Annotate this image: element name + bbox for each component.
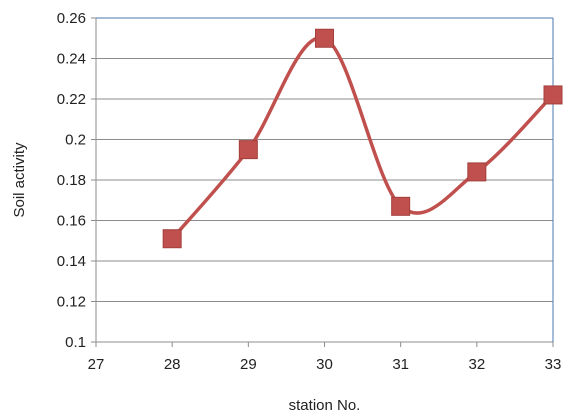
x-tick-label: 29 [240, 356, 257, 373]
y-tick-label: 0.12 [57, 294, 86, 311]
data-point-marker [467, 162, 487, 182]
x-axis-ticks: 27 28 29 30 31 32 33 [88, 356, 562, 373]
y-tick-label: 0.24 [57, 51, 86, 68]
y-axis-title: Soil activity [11, 142, 28, 218]
series-line [170, 35, 555, 241]
markers-group [162, 28, 563, 249]
x-tick-label: 31 [392, 356, 409, 373]
data-point-marker [238, 140, 258, 160]
y-tick-label: 0.26 [57, 10, 86, 27]
y-tick-label: 0.14 [57, 253, 86, 270]
plot-frame [95, 17, 554, 343]
y-tick-label: 0.18 [57, 172, 86, 189]
y-axis-ticks: 0.1 0.12 0.14 0.16 0.18 0.2 0.22 0.24 0.26 [57, 10, 86, 351]
x-axis-title: station No. [289, 397, 361, 414]
data-point-marker [543, 85, 563, 105]
y-tick-label: 0.22 [57, 91, 86, 108]
y-tick-label: 0.2 [65, 132, 86, 149]
x-tick-label: 27 [88, 356, 105, 373]
x-tick-label: 33 [545, 356, 562, 373]
data-point-marker [162, 229, 182, 249]
x-tick-label: 30 [316, 356, 333, 373]
x-tick-label: 28 [164, 356, 181, 373]
y-tick-label: 0.16 [57, 213, 86, 230]
data-point-marker [315, 28, 334, 48]
series-group [170, 35, 555, 241]
x-tick-label: 32 [468, 356, 485, 373]
gridlines [91, 17, 554, 347]
data-point-marker [391, 196, 411, 216]
y-tick-label: 0.1 [65, 334, 86, 351]
